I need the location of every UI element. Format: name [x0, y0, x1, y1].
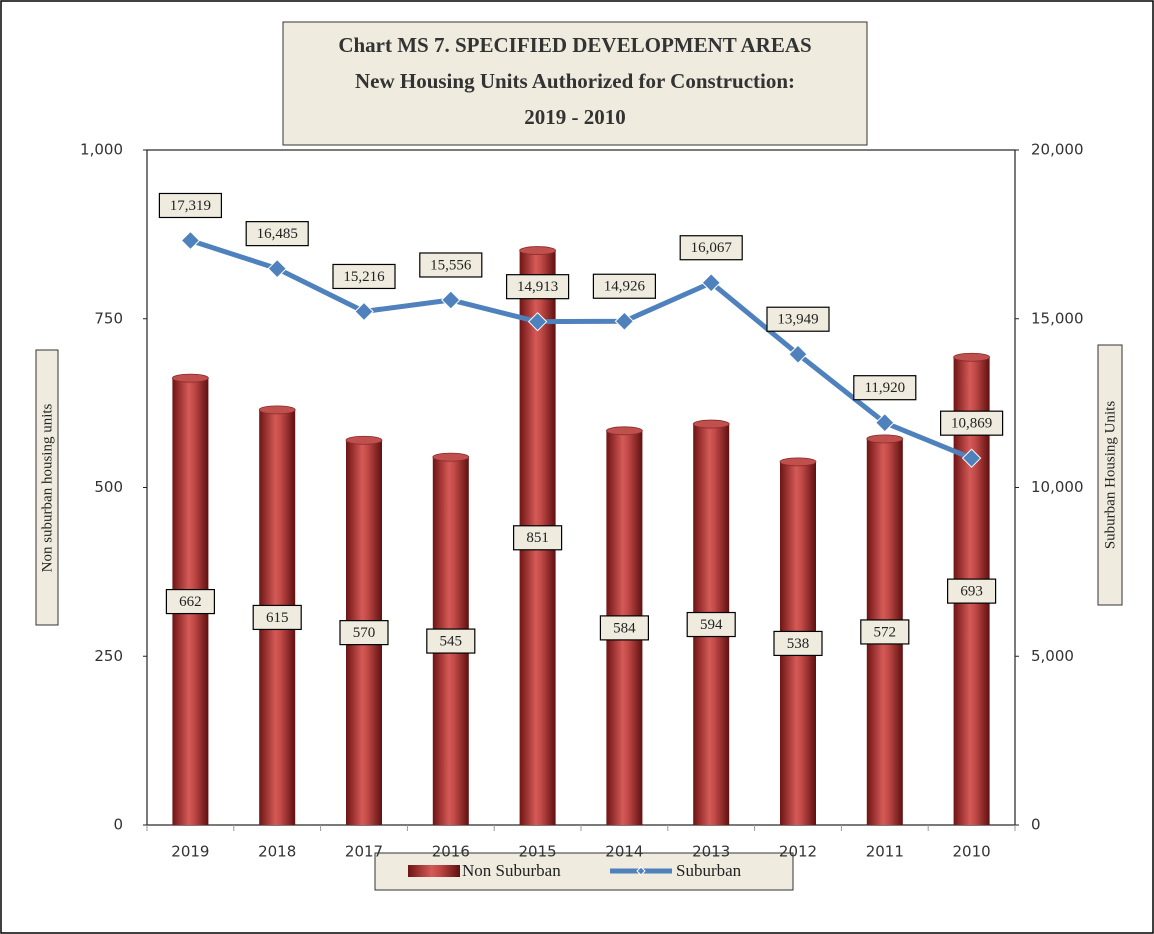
line-value-label: 16,485 — [257, 226, 298, 242]
y2-tick-label: 15,000 — [1031, 309, 1084, 327]
line-value-label-box — [853, 375, 917, 401]
bar-cap — [692, 419, 730, 429]
chart-title: New Housing Units Authorized for Constru… — [355, 69, 795, 93]
line-value-label: 14,926 — [604, 279, 646, 295]
y2-tick-label: 10,000 — [1031, 478, 1084, 496]
line-value-label: 13,949 — [777, 312, 818, 328]
bar-value-label-box — [512, 525, 563, 551]
chart-title: 2019 - 2010 — [524, 105, 626, 129]
x-tick-label: 2019 — [171, 843, 209, 861]
x-tick-label: 2018 — [258, 843, 296, 861]
legend-swatch — [408, 865, 460, 877]
y-tick-label: 0 — [113, 816, 123, 834]
line-marker — [180, 230, 201, 251]
line-value-label-box — [679, 235, 743, 261]
line-marker — [875, 412, 895, 433]
y-tick-label: 750 — [94, 309, 123, 327]
bar-value-label: 615 — [266, 610, 289, 626]
bar-value-label-box — [946, 578, 997, 604]
y-axis-label: Non suburban housing units — [39, 403, 55, 572]
bar-value-label-box — [165, 588, 215, 615]
bar-cap — [258, 405, 296, 415]
y-tick-label: 250 — [94, 647, 123, 665]
line-marker — [961, 448, 982, 468]
line-marker — [267, 258, 287, 279]
legend-label: Suburban — [676, 861, 742, 880]
y2-axis-label: Suburban Housing Units — [1102, 401, 1118, 550]
line-marker — [441, 290, 461, 310]
x-tick-label: 2017 — [345, 843, 383, 861]
line-marker — [788, 344, 808, 364]
line-value-label: 11,920 — [864, 380, 905, 396]
bar-value-label: 570 — [353, 625, 376, 641]
line-value-label-box — [332, 263, 396, 290]
chart-title: Chart MS 7. SPECIFIED DEVELOPMENT AREAS — [338, 33, 811, 57]
bar-value-label: 662 — [179, 594, 202, 610]
x-tick-label: 2012 — [779, 843, 817, 861]
line-value-label-box — [766, 306, 830, 332]
bar-value-label: 594 — [700, 617, 723, 633]
bar-cap — [779, 457, 817, 467]
bar-value-label-box — [252, 604, 302, 631]
bar-value-label: 851 — [526, 530, 549, 546]
legend-swatch-marker — [636, 866, 646, 876]
bar-value-label-box — [426, 628, 476, 654]
bar-cap — [606, 426, 643, 436]
bar-value-label-box — [773, 630, 823, 657]
line-value-label-box — [245, 221, 309, 247]
line-value-label: 10,869 — [951, 416, 992, 432]
y2-tick-label: 0 — [1031, 816, 1041, 834]
bar-value-label: 572 — [874, 624, 897, 640]
bar-value-label: 545 — [440, 634, 463, 650]
line-value-label-box — [592, 273, 657, 299]
x-tick-label: 2010 — [953, 843, 991, 861]
y2-tick-label: 20,000 — [1031, 141, 1084, 159]
x-tick-label: 2015 — [519, 843, 557, 861]
bar-value-label-box — [339, 620, 389, 646]
line-value-label-box — [939, 410, 1004, 436]
line-marker — [614, 311, 635, 331]
y-tick-label: 1,000 — [80, 141, 123, 159]
bar-value-label: 584 — [613, 620, 636, 636]
line-value-label: 15,556 — [430, 257, 472, 273]
bar-cap — [519, 246, 556, 255]
bar-cap — [345, 435, 383, 445]
bar-value-label-box — [686, 611, 736, 638]
bar-cap — [171, 373, 209, 383]
x-tick-label: 2011 — [866, 843, 904, 861]
line-marker — [527, 311, 548, 332]
line-value-label-box — [419, 252, 483, 278]
bar-value-label: 538 — [787, 636, 810, 652]
line-marker — [354, 301, 374, 322]
bar-cap — [953, 352, 990, 362]
y-tick-label: 500 — [94, 478, 123, 496]
x-tick-label: 2013 — [692, 843, 730, 861]
line-value-label-box — [158, 192, 222, 219]
x-tick-label: 2016 — [432, 843, 470, 861]
line-value-label: 17,319 — [170, 198, 211, 214]
line — [189, 238, 973, 461]
line-value-label-box — [506, 274, 570, 300]
y2-tick-label: 5,000 — [1031, 647, 1074, 665]
bar-value-label-box — [599, 615, 650, 641]
line-marker — [701, 273, 721, 293]
bar-value-label-box — [860, 619, 910, 645]
line-value-label: 14,913 — [517, 279, 558, 295]
y-label-box — [35, 349, 59, 626]
x-tick-label: 2014 — [605, 843, 643, 861]
legend-label: Non Suburban — [462, 861, 561, 880]
bar-value-label: 693 — [960, 584, 983, 600]
title-box — [282, 21, 868, 146]
line-value-label: 16,067 — [691, 240, 733, 256]
bar-cap — [866, 434, 904, 444]
line-value-label: 15,216 — [343, 269, 385, 285]
bar-cap — [432, 452, 470, 462]
y2-label-box — [1097, 344, 1123, 606]
